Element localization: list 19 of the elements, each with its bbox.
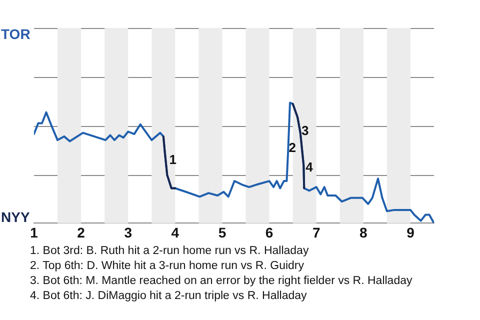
x-tick-label: 3 bbox=[124, 224, 132, 240]
text: 4. Bot 6th: J. DiMaggio hit a 2-run triple vs R. Halladay bbox=[30, 289, 308, 304]
x-tick-label: 1 bbox=[30, 224, 38, 240]
text: 3. Bot 6th: M. Mantle reached on an error by the right fielder vs R. Halladay bbox=[30, 274, 414, 289]
x-tick-label: 7 bbox=[312, 224, 320, 240]
text: TOR bbox=[1, 26, 30, 42]
annotation: 1 bbox=[169, 152, 176, 168]
x-tick-label: 2 bbox=[77, 224, 86, 240]
annotation: 2 bbox=[288, 140, 296, 156]
text: 2. Top 6th: D. White hit a 3-run home run vs R. Guidry bbox=[30, 259, 305, 274]
x-tick-label: 9 bbox=[406, 224, 415, 240]
x-tick-label: 6 bbox=[265, 224, 274, 240]
text: 1. Bot 3rd: B. Ruth hit a 2-run home run vs R. Halladay bbox=[30, 244, 310, 259]
x-tick-label: 8 bbox=[360, 224, 368, 240]
x-tick-label: 5 bbox=[218, 224, 226, 240]
annotation: 4 bbox=[306, 159, 314, 174]
x-tick-label: 4 bbox=[171, 224, 180, 240]
text: NYY bbox=[1, 209, 30, 226]
annotation: 3 bbox=[301, 123, 309, 138]
